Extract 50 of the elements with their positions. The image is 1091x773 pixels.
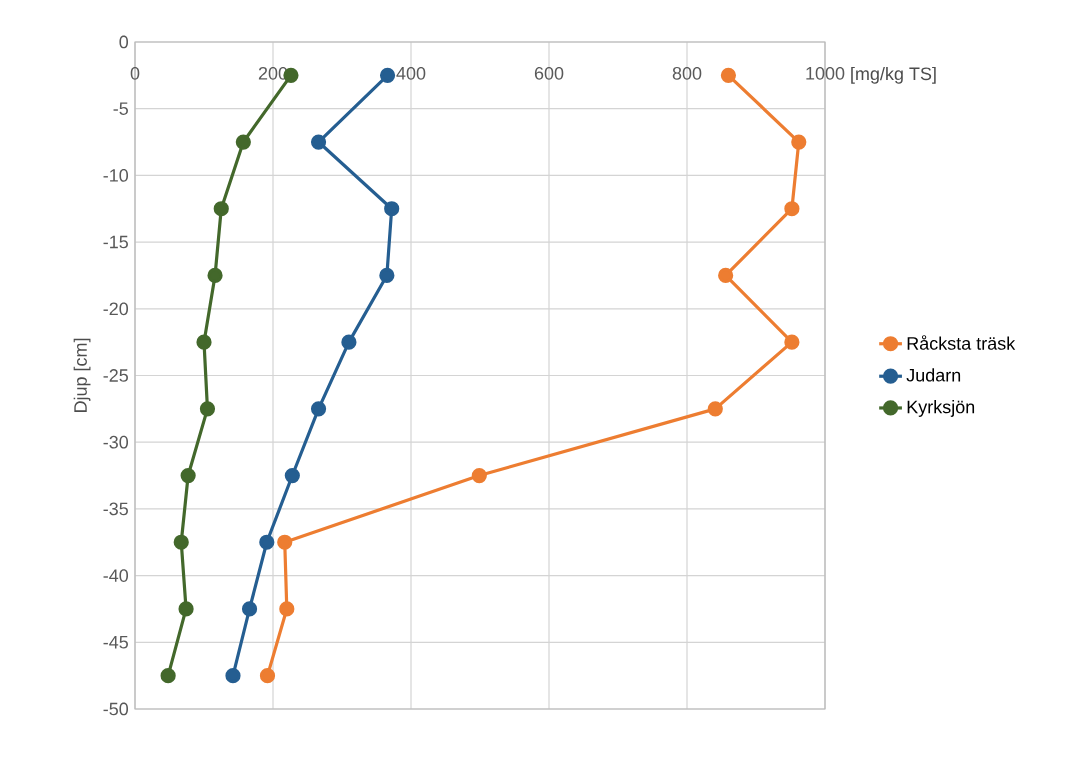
point [180, 467, 196, 484]
point [707, 401, 723, 417]
y-tick-label: -25 [103, 369, 128, 382]
point [259, 668, 276, 684]
point [718, 267, 734, 284]
y-tick-label: -20 [103, 302, 129, 316]
legend-label: Råcksta träsk [907, 335, 1016, 350]
point [284, 467, 300, 484]
y-tick-label: -40 [103, 569, 129, 582]
point [279, 601, 295, 617]
point [173, 534, 189, 550]
y-tick-label: -10 [103, 169, 129, 182]
y-tick-label: -15 [103, 235, 128, 249]
x-tick-label: 0 [130, 66, 140, 80]
point [471, 467, 487, 484]
point [277, 534, 293, 550]
y-tick-label: -50 [103, 702, 129, 716]
point [241, 601, 258, 617]
legend-label: Kyrksjön [907, 400, 975, 417]
x-tick-label: 600 [534, 66, 564, 80]
y-tick-label: -35 [103, 502, 128, 516]
point [225, 668, 241, 684]
point [199, 401, 216, 417]
point [379, 267, 395, 284]
x-tick-label: 800 [672, 66, 702, 80]
point [213, 201, 229, 217]
x-tick-label: 400 [396, 66, 426, 80]
point [791, 134, 807, 150]
point [379, 67, 396, 83]
point [720, 67, 737, 83]
point [259, 534, 275, 550]
x-tick-label: 1000 [806, 66, 845, 80]
point [784, 334, 800, 350]
y-tick-label: -45 [103, 636, 128, 649]
y-axis-title: Djup [cm] [73, 338, 91, 413]
point [384, 201, 400, 217]
point [341, 334, 357, 350]
y-tick-label: -30 [103, 435, 129, 449]
point [196, 334, 212, 350]
x-axis-title: [mg/kg TS] [851, 66, 936, 84]
y-tick-label: 0 [119, 35, 129, 49]
point [784, 201, 800, 217]
point [310, 401, 327, 417]
point [160, 668, 176, 684]
y-tick-label: -5 [113, 102, 128, 115]
legend-label: Judarn [906, 368, 961, 382]
point [235, 134, 251, 150]
point [207, 267, 223, 284]
point [178, 601, 194, 617]
point [310, 134, 327, 150]
